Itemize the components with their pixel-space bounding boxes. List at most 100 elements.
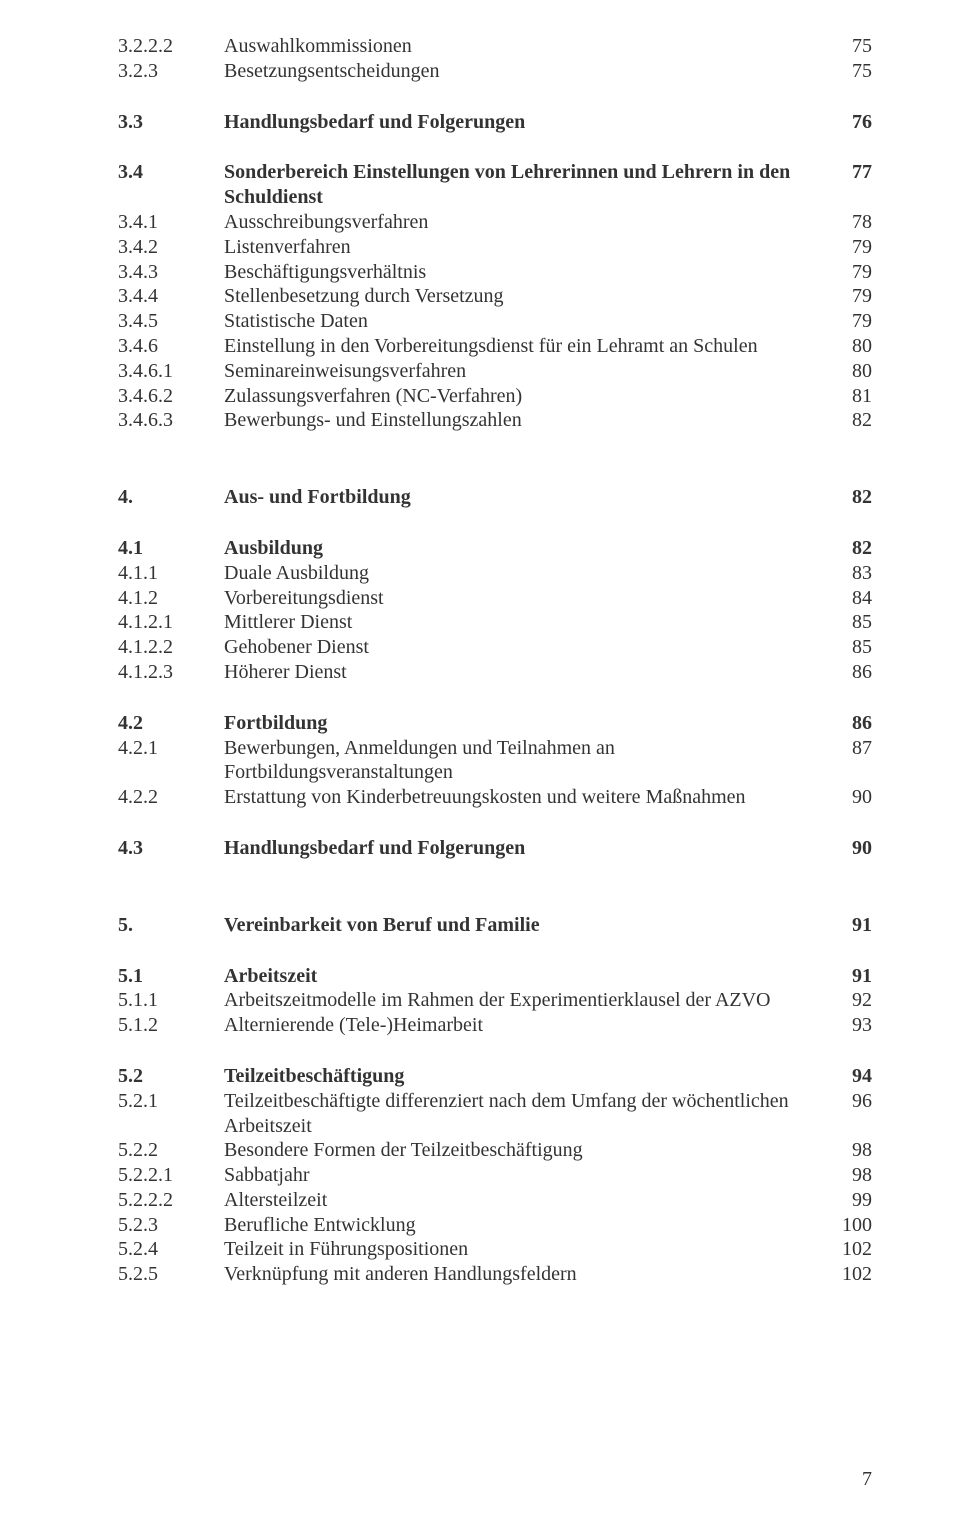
toc-gap [118,810,872,836]
toc-number: 5.2 [118,1064,224,1089]
toc-number: 5. [118,913,224,938]
toc-page: 98 [826,1163,872,1188]
toc-title: Handlungsbedarf und Folgerungen [224,836,826,861]
toc-page: 102 [826,1262,872,1287]
toc-page: 90 [826,785,872,810]
toc-number: 5.2.2.1 [118,1163,224,1188]
toc-title: Teilzeit in Führungspositionen [224,1237,826,1262]
toc-page: 99 [826,1188,872,1213]
toc-page: 86 [826,711,872,736]
toc-page: 100 [826,1213,872,1238]
toc-title: Höherer Dienst [224,660,826,685]
toc-number: 3.4.6.2 [118,384,224,409]
toc-number: 5.2.2 [118,1138,224,1163]
toc-number: 4.1.2 [118,586,224,611]
toc-page: 82 [826,536,872,561]
toc-title: Sabbatjahr [224,1163,826,1188]
toc-title: Verknüpfung mit anderen Handlungsfeldern [224,1262,826,1287]
toc-number: 4.2.1 [118,736,224,761]
toc-row: 3.4.2Listenverfahren79 [118,235,872,260]
toc-row: 5.Vereinbarkeit von Beruf und Familie91 [118,913,872,938]
toc-row: 4.1Ausbildung82 [118,536,872,561]
toc-row: 5.2.2Besondere Formen der Teilzeitbeschä… [118,1138,872,1163]
toc-page: 98 [826,1138,872,1163]
toc-title: Sonderbereich Einstellungen von Lehrerin… [224,160,826,210]
toc-gap [118,84,872,110]
toc-row: 5.2Teilzeitbeschäftigung94 [118,1064,872,1089]
toc-page: 90 [826,836,872,861]
toc-page: 92 [826,988,872,1013]
toc-page: 78 [826,210,872,235]
toc-row: 4.2.1Bewerbungen, Anmeldungen und Teilna… [118,736,872,786]
toc-number: 4.1.1 [118,561,224,586]
toc-row: 4.3Handlungsbedarf und Folgerungen90 [118,836,872,861]
toc-row: 3.4.1Ausschreibungsverfahren78 [118,210,872,235]
toc-page: 85 [826,635,872,660]
toc-title: Erstattung von Kinderbetreuungskosten un… [224,785,826,810]
toc-number: 4.1.2.1 [118,610,224,635]
toc-page: 85 [826,610,872,635]
toc-number: 4.1.2.3 [118,660,224,685]
toc-title: Handlungsbedarf und Folgerungen [224,110,826,135]
toc-title: Stellenbesetzung durch Versetzung [224,284,826,309]
toc-number: 3.2.2.2 [118,34,224,59]
toc-number: 4.2.2 [118,785,224,810]
toc-page: 93 [826,1013,872,1038]
toc-gap [118,861,872,913]
toc-title: Ausschreibungsverfahren [224,210,826,235]
toc-row: 5.2.4Teilzeit in Führungspositionen102 [118,1237,872,1262]
toc-row: 3.4.4Stellenbesetzung durch Versetzung79 [118,284,872,309]
toc-title: Altersteilzeit [224,1188,826,1213]
toc-row: 4.1.2.2Gehobener Dienst85 [118,635,872,660]
toc-row: 5.1.1Arbeitszeitmodelle im Rahmen der Ex… [118,988,872,1013]
page-number: 7 [862,1467,872,1492]
toc-title: Besetzungsentscheidungen [224,59,826,84]
toc-page: 86 [826,660,872,685]
toc-page: 79 [826,260,872,285]
toc-number: 3.4.2 [118,235,224,260]
toc-row: 3.2.2.2Auswahlkommissionen75 [118,34,872,59]
toc-title: Beschäftigungsverhältnis [224,260,826,285]
toc-gap [118,1038,872,1064]
toc-row: 3.4.6.3Bewerbungs- und Einstellungszahle… [118,408,872,433]
toc-number: 3.4.3 [118,260,224,285]
toc-title: Auswahlkommissionen [224,34,826,59]
toc-number: 3.4 [118,160,224,185]
toc-row: 3.4.6.1Seminareinweisungsverfahren80 [118,359,872,384]
toc-number: 5.2.3 [118,1213,224,1238]
toc-row: 4.2Fortbildung86 [118,711,872,736]
toc-row: 4.1.1Duale Ausbildung83 [118,561,872,586]
toc-title: Aus- und Fortbildung [224,485,826,510]
toc-list: 3.2.2.2Auswahlkommissionen753.2.3Besetzu… [118,34,872,1287]
toc-title: Mittlerer Dienst [224,610,826,635]
toc-page: 77 [826,160,872,185]
toc-title: Vereinbarkeit von Beruf und Familie [224,913,826,938]
toc-page: 76 [826,110,872,135]
toc-row: 3.4Sonderbereich Einstellungen von Lehre… [118,160,872,210]
toc-number: 3.4.1 [118,210,224,235]
toc-page: 79 [826,235,872,260]
toc-title: Zulassungsverfahren (NC-Verfahren) [224,384,826,409]
toc-page: 79 [826,309,872,334]
toc-row: 5.2.2.2Altersteilzeit99 [118,1188,872,1213]
toc-row: 5.2.1Teilzeitbeschäftigte differenziert … [118,1089,872,1139]
toc-page: 81 [826,384,872,409]
toc-title: Arbeitszeit [224,964,826,989]
toc-title: Listenverfahren [224,235,826,260]
toc-number: 4. [118,485,224,510]
toc-row: 4.1.2.1Mittlerer Dienst85 [118,610,872,635]
toc-row: 3.2.3Besetzungsentscheidungen75 [118,59,872,84]
toc-page: 83 [826,561,872,586]
toc-number: 5.1.2 [118,1013,224,1038]
toc-number: 3.4.6.1 [118,359,224,384]
toc-title: Einstellung in den Vorbereitungsdienst f… [224,334,826,359]
toc-number: 3.4.6 [118,334,224,359]
toc-title: Besondere Formen der Teilzeitbeschäftigu… [224,1138,826,1163]
toc-title: Teilzeitbeschäftigte differenziert nach … [224,1089,826,1139]
toc-row: 3.4.6Einstellung in den Vorbereitungsdie… [118,334,872,359]
toc-page: 82 [826,485,872,510]
toc-row: 4.1.2.3Höherer Dienst86 [118,660,872,685]
toc-page: 102 [826,1237,872,1262]
toc-row: 4.1.2Vorbereitungsdienst84 [118,586,872,611]
toc-number: 4.2 [118,711,224,736]
